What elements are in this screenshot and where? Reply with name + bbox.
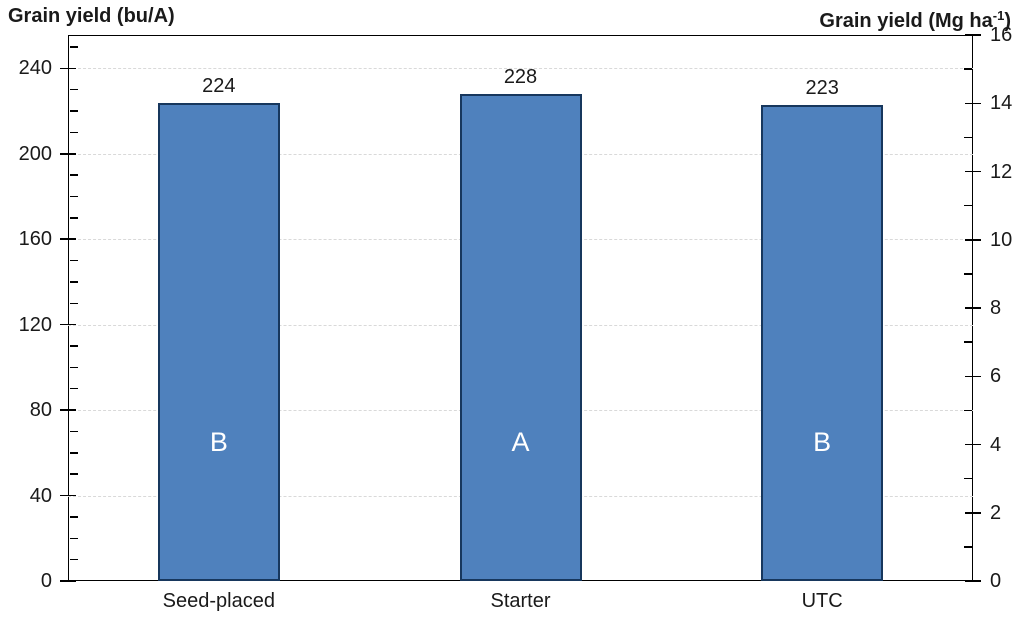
- bar: [157, 102, 280, 581]
- right-axis-tick-label: 10: [990, 228, 1013, 251]
- left-axis-minor-tick: [69, 537, 78, 540]
- left-axis-tick-label: 120: [18, 313, 52, 336]
- right-axis-tick-label: 2: [990, 501, 1002, 524]
- left-axis-minor-tick: [69, 195, 78, 198]
- left-axis-minor-tick: [69, 345, 78, 347]
- left-axis-major-tick: [60, 67, 76, 70]
- left-axis-minor-tick: [69, 88, 78, 91]
- right-axis-major-tick: [965, 512, 981, 514]
- left-axis-minor-tick: [69, 217, 78, 219]
- left-axis-minor-tick: [69, 366, 78, 369]
- right-axis-minor-tick: [963, 204, 972, 207]
- bar: [761, 104, 884, 581]
- left-axis-minor-tick: [69, 473, 78, 475]
- left-axis-minor-tick: [69, 174, 78, 176]
- right-axis-title-superscript: -1: [992, 8, 1005, 23]
- right-axis-tick-label: 6: [990, 365, 1002, 388]
- right-axis-tick-label: 4: [990, 433, 1002, 456]
- right-axis-major-tick: [965, 443, 981, 446]
- left-axis-minor-tick: [69, 516, 78, 518]
- right-axis-minor-tick: [963, 477, 972, 480]
- left-axis-major-tick: [60, 153, 76, 155]
- right-axis-minor-tick: [963, 409, 972, 412]
- right-axis-minor-tick: [963, 341, 972, 343]
- right-axis-minor-tick: [963, 546, 972, 548]
- left-axis-minor-tick: [69, 452, 78, 454]
- left-axis-major-tick: [60, 580, 76, 582]
- category-label: UTC: [801, 590, 843, 612]
- left-axis-title: Grain yield (bu/A): [8, 5, 175, 27]
- bar-value-label: 224: [202, 74, 236, 97]
- left-axis-minor-tick: [69, 302, 78, 305]
- right-axis-major-tick: [965, 375, 981, 377]
- left-axis-tick-label: 80: [29, 399, 52, 422]
- left-axis-major-tick: [60, 494, 76, 497]
- right-axis-minor-tick: [963, 68, 972, 70]
- right-axis-tick-label: 8: [990, 297, 1002, 319]
- left-axis-tick-label: 0: [40, 570, 52, 592]
- left-axis-minor-tick: [69, 558, 78, 561]
- bar-value-label: 228: [503, 65, 538, 88]
- left-axis-minor-tick: [69, 281, 78, 283]
- left-axis-minor-tick: [69, 46, 78, 48]
- left-axis-minor-tick: [69, 131, 78, 134]
- left-axis-minor-tick: [69, 110, 78, 112]
- left-axis-major-tick: [60, 323, 76, 326]
- right-axis-title-close-paren: ): [1004, 10, 1011, 32]
- left-axis-tick-label: 240: [18, 57, 52, 80]
- bar-significance-letter: B: [813, 427, 832, 457]
- left-axis-minor-tick: [69, 259, 78, 262]
- category-label: Starter: [490, 590, 551, 612]
- bar-significance-letter: B: [209, 427, 228, 457]
- right-axis-major-tick: [965, 239, 981, 241]
- right-axis-title-text: Grain yield (Mg ha: [819, 10, 993, 32]
- left-axis-tick-label: 200: [18, 142, 52, 165]
- right-axis-tick-label: 14: [990, 92, 1013, 115]
- left-axis-major-tick: [60, 238, 76, 240]
- left-axis-tick-label: 40: [29, 484, 52, 507]
- right-axis-title: Grain yield (Mg ha-1): [819, 3, 1011, 34]
- right-axis-major-tick: [965, 580, 981, 582]
- right-axis-major-tick: [965, 34, 981, 36]
- bar: [459, 93, 582, 581]
- right-axis-major-tick: [965, 307, 981, 309]
- left-axis-minor-tick: [69, 430, 78, 433]
- right-axis-tick-label: 12: [990, 160, 1013, 183]
- left-axis-minor-tick: [69, 387, 78, 390]
- gridline: [68, 68, 973, 70]
- category-label: Seed-placed: [162, 590, 275, 612]
- left-axis-tick-label: 160: [18, 228, 52, 251]
- bar-value-label: 223: [805, 76, 839, 99]
- right-axis-tick-label: 16: [990, 24, 1013, 46]
- right-axis-major-tick: [965, 170, 981, 173]
- bar-significance-letter: A: [511, 427, 530, 457]
- right-axis-tick-label: 0: [990, 570, 1002, 592]
- right-axis-minor-tick: [963, 136, 972, 139]
- right-axis-major-tick: [965, 102, 981, 104]
- left-axis-major-tick: [60, 409, 76, 411]
- right-axis-minor-tick: [963, 273, 972, 275]
